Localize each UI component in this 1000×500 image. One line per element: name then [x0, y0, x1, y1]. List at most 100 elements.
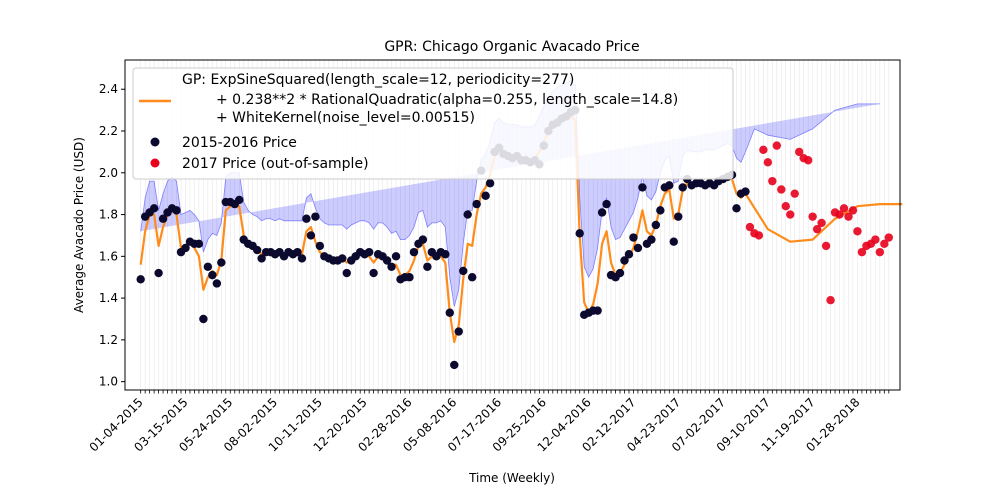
y-tick-label: 1.0	[99, 375, 118, 389]
point-2015-2016	[181, 243, 190, 253]
point-2015-2016	[369, 268, 378, 278]
point-2015-2016	[638, 183, 647, 192]
x-axis: 01-04-201503-15-201505-24-201508-02-2015…	[87, 390, 890, 454]
point-2017-out-of-sample	[772, 141, 782, 150]
point-2015-2016	[481, 191, 490, 200]
point-2017-out-of-sample	[821, 241, 831, 251]
point-2015-2016	[418, 235, 428, 244]
point-2017-out-of-sample	[835, 210, 844, 219]
point-2015-2016	[199, 314, 208, 324]
point-2015-2016	[459, 266, 468, 276]
y-tick-label: 2.2	[99, 124, 118, 138]
chart-title: GPR: Chicago Organic Avacado Price	[384, 39, 639, 55]
point-2017-out-of-sample	[781, 202, 790, 211]
point-2015-2016	[194, 239, 204, 248]
legend-observed-marker	[150, 137, 160, 147]
point-2015-2016	[624, 250, 634, 259]
y-tick-label: 1.2	[99, 333, 118, 347]
point-2015-2016	[208, 270, 217, 280]
point-2015-2016	[665, 181, 674, 190]
point-2017-out-of-sample	[812, 224, 822, 234]
y-tick-label: 1.6	[99, 249, 118, 263]
point-2015-2016	[629, 233, 638, 242]
point-2015-2016	[154, 268, 163, 278]
point-2015-2016	[149, 204, 159, 213]
y-tick-label: 1.4	[99, 291, 118, 305]
point-2017-out-of-sample	[768, 176, 777, 186]
point-2017-out-of-sample	[745, 222, 755, 232]
point-2015-2016	[311, 212, 320, 221]
point-2015-2016	[656, 206, 665, 215]
point-2015-2016	[297, 254, 307, 263]
point-2015-2016	[364, 247, 374, 257]
point-2015-2016	[678, 183, 687, 192]
point-2015-2016	[669, 237, 678, 246]
point-2017-out-of-sample	[777, 185, 786, 194]
point-2017-out-of-sample	[817, 218, 826, 228]
point-2015-2016	[338, 254, 347, 263]
point-2015-2016	[235, 195, 244, 205]
point-2015-2016	[302, 214, 311, 223]
legend-out-of-sample-marker	[150, 158, 160, 168]
point-2017-out-of-sample	[839, 204, 849, 213]
point-2015-2016	[441, 250, 450, 259]
point-2015-2016	[405, 273, 414, 282]
point-2017-out-of-sample	[759, 145, 768, 155]
point-2015-2016	[741, 187, 750, 196]
point-2015-2016	[158, 214, 168, 223]
point-2017-out-of-sample	[871, 235, 880, 244]
point-2017-out-of-sample	[848, 206, 858, 215]
point-2015-2016	[382, 256, 392, 265]
point-2015-2016	[575, 229, 584, 238]
y-tick-label: 2.4	[99, 82, 118, 96]
point-2015-2016	[217, 258, 226, 267]
point-2015-2016	[602, 199, 611, 209]
legend-out-of-sample-label: 2017 Price (out-of-sample)	[182, 156, 369, 172]
point-2015-2016	[463, 210, 472, 219]
legend-observed-label: 2015-2016 Price	[182, 135, 297, 151]
point-2017-out-of-sample	[790, 189, 799, 198]
point-2015-2016	[212, 279, 222, 288]
point-2017-out-of-sample	[763, 158, 773, 167]
y-axis: 1.0 1.2 1.4 1.6 1.8 2.0 2.2 2.4	[99, 82, 125, 389]
point-2015-2016	[409, 247, 419, 257]
point-2015-2016	[467, 273, 477, 282]
point-2015-2016	[172, 206, 181, 215]
point-2015-2016	[315, 241, 325, 251]
point-2015-2016	[732, 204, 741, 213]
legend-gp-label-line-1: GP: ExpSineSquared(length_scale=12, peri…	[182, 72, 574, 88]
point-2017-out-of-sample	[844, 212, 853, 221]
point-2015-2016	[647, 235, 656, 244]
point-2015-2016	[472, 199, 481, 209]
legend: GP: ExpSineSquared(length_scale=12, peri…	[132, 67, 734, 180]
point-2015-2016	[387, 262, 396, 271]
point-2015-2016	[615, 268, 625, 278]
point-2015-2016	[620, 256, 629, 265]
point-2017-out-of-sample	[853, 227, 862, 236]
y-tick-label: 1.8	[99, 208, 118, 222]
point-2015-2016	[445, 308, 454, 317]
point-2015-2016	[485, 179, 495, 188]
point-2015-2016	[257, 254, 266, 263]
legend-gp-label-line-2: + 0.238**2 * RationalQuadratic(alpha=0.2…	[216, 92, 678, 108]
point-2017-out-of-sample	[754, 231, 764, 240]
y-axis-label: Average Avacado Price (USD)	[72, 137, 86, 313]
point-2015-2016	[423, 262, 432, 271]
point-2015-2016	[252, 245, 262, 255]
point-2017-out-of-sample	[884, 233, 893, 242]
point-2017-out-of-sample	[795, 147, 804, 157]
point-2015-2016	[391, 252, 401, 261]
point-2017-out-of-sample	[803, 156, 813, 165]
point-2015-2016	[674, 212, 683, 221]
y-tick-label: 2.0	[99, 166, 118, 180]
point-2017-out-of-sample	[808, 212, 817, 221]
point-2015-2016	[136, 275, 145, 284]
point-2015-2016	[203, 262, 213, 271]
x-axis-label: Time (Weekly)	[468, 471, 555, 485]
point-2015-2016	[597, 208, 607, 217]
legend-box	[132, 67, 734, 180]
point-2015-2016	[651, 220, 661, 230]
point-2017-out-of-sample	[786, 210, 795, 219]
point-2017-out-of-sample	[875, 247, 885, 257]
